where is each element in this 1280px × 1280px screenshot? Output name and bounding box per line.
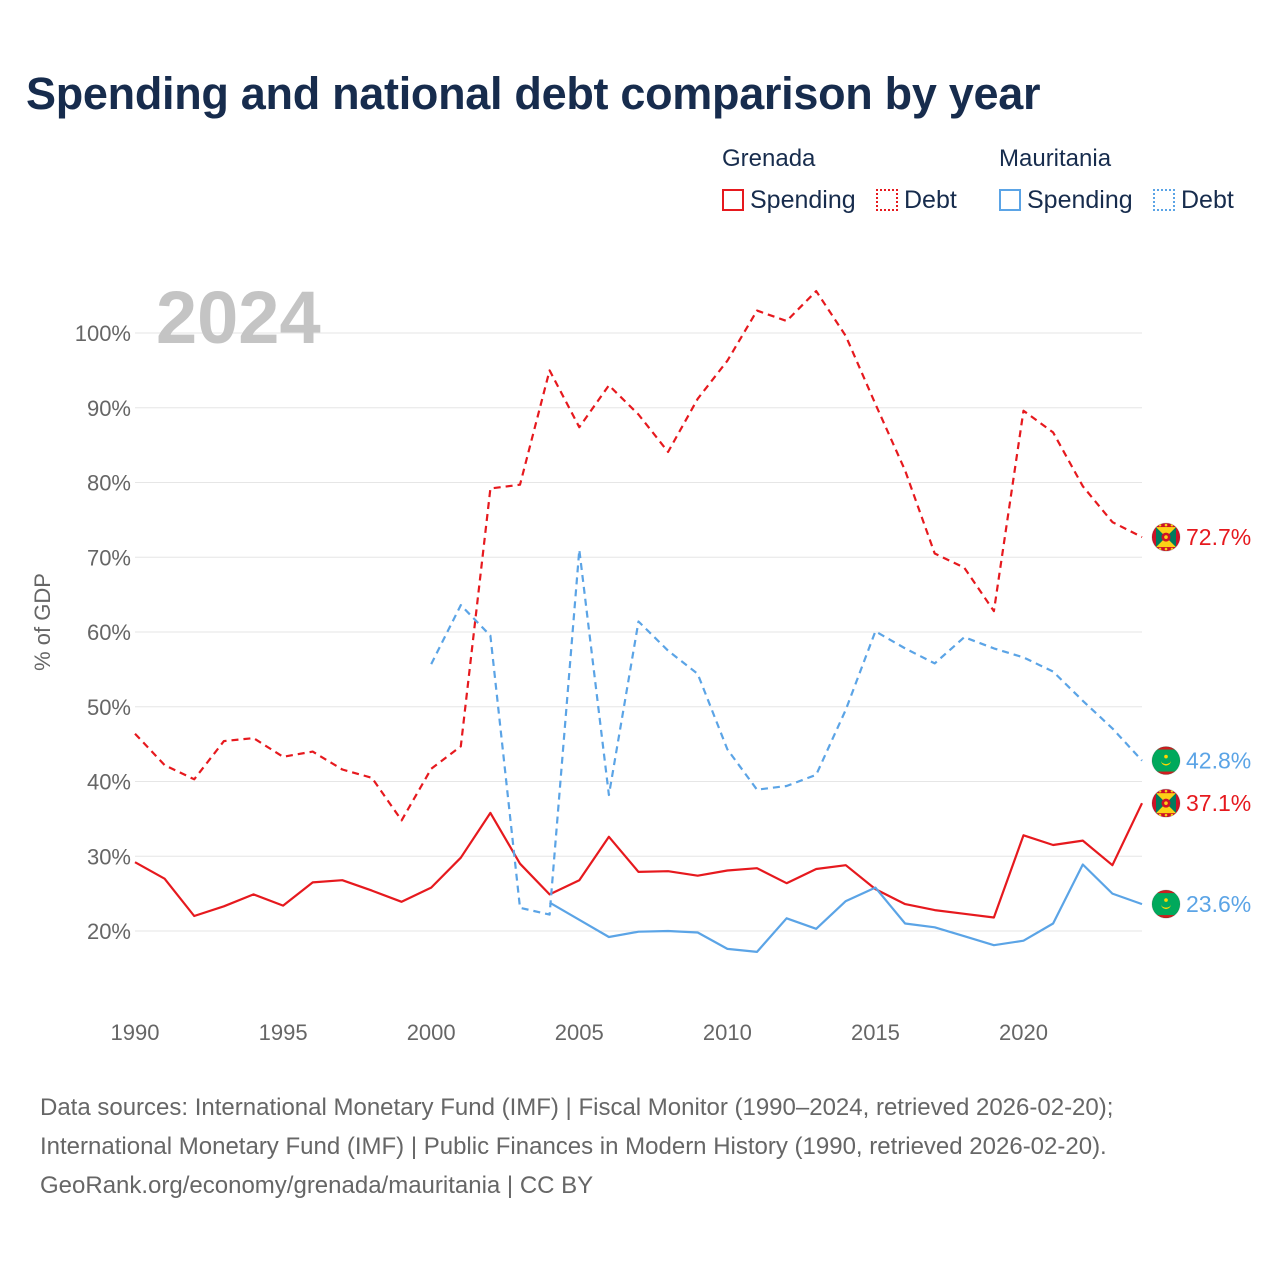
end-markers: 72.7% 37.1% 42.8% 23.6%: [1151, 522, 1251, 919]
legend-swatch-dotted-blue: [1153, 189, 1175, 211]
y-tick-label: 60%: [87, 620, 131, 645]
x-tick-label: 1995: [259, 1020, 308, 1045]
y-tick-label: 20%: [87, 919, 131, 944]
x-tick-label: 1990: [111, 1020, 160, 1045]
legend-mauritania-debt[interactable]: Debt: [1153, 185, 1234, 215]
end-value-label: 72.7%: [1186, 524, 1251, 550]
series-lines: [134, 290, 1143, 953]
legend-label: Spending: [1027, 185, 1133, 214]
footer-source-line-1: Data sources: International Monetary Fun…: [40, 1094, 1114, 1121]
y-axis-label: % of GDP: [30, 573, 55, 671]
y-tick-label: 50%: [87, 695, 131, 720]
mauritania-flag-icon: [1151, 889, 1181, 919]
legend-label: Spending: [750, 185, 856, 214]
y-tick-label: 90%: [87, 396, 131, 421]
grid-lines: [135, 332, 1142, 932]
y-tick-label: 30%: [87, 844, 131, 869]
y-tick-label: 70%: [87, 545, 131, 570]
x-tick-labels: 1990 1995 2000 2005 2010 2015 2020: [111, 1020, 1048, 1045]
end-value-label: 23.6%: [1186, 891, 1251, 917]
footer: Data sources: International Monetary Fun…: [40, 1088, 1113, 1205]
grenada-flag-icon: [1151, 522, 1181, 552]
series-line-grenada-debt[interactable]: [134, 290, 1143, 822]
end-value-label: 37.1%: [1186, 790, 1251, 816]
legend-swatch-solid-blue: [999, 189, 1021, 211]
y-tick-label: 100%: [75, 321, 131, 346]
legend-label: Debt: [1181, 185, 1234, 214]
footer-attribution: GeoRank.org/economy/grenada/mauritania |…: [40, 1172, 594, 1199]
x-tick-label: 2020: [999, 1020, 1048, 1045]
end-value-label: 42.8%: [1186, 748, 1251, 774]
series-line-grenada-spending[interactable]: [134, 802, 1143, 919]
legend-grenada-spending[interactable]: Spending: [722, 185, 856, 215]
x-tick-label: 2000: [407, 1020, 456, 1045]
legend-grenada-title: Grenada: [722, 145, 816, 172]
series-line-mauritania-spending[interactable]: [549, 863, 1143, 953]
x-tick-label: 2010: [703, 1020, 752, 1045]
y-tick-labels: 20% 30% 40% 50% 60% 70% 80% 90% 100%: [75, 321, 131, 944]
y-tick-label: 80%: [87, 471, 131, 496]
y-tick-label: 40%: [87, 770, 131, 795]
year-watermark: 2024: [156, 276, 321, 359]
legend-mauritania-spending[interactable]: Spending: [999, 185, 1133, 215]
x-tick-label: 2005: [555, 1020, 604, 1045]
footer-source-line-2: International Monetary Fund (IMF) | Publ…: [40, 1133, 1107, 1160]
grenada-flag-icon: [1151, 788, 1181, 818]
series-line-mauritania-debt[interactable]: [430, 548, 1143, 916]
x-tick-label: 2015: [851, 1020, 900, 1045]
legend-swatch-solid-red: [722, 189, 744, 211]
legend-grenada-debt[interactable]: Debt: [876, 185, 957, 215]
chart-title: Spending and national debt comparison by…: [26, 68, 1041, 119]
legend-label: Debt: [904, 185, 957, 214]
legend-mauritania-title: Mauritania: [999, 145, 1112, 172]
mauritania-flag-icon: [1151, 746, 1181, 776]
legend-swatch-dotted-red: [876, 189, 898, 211]
